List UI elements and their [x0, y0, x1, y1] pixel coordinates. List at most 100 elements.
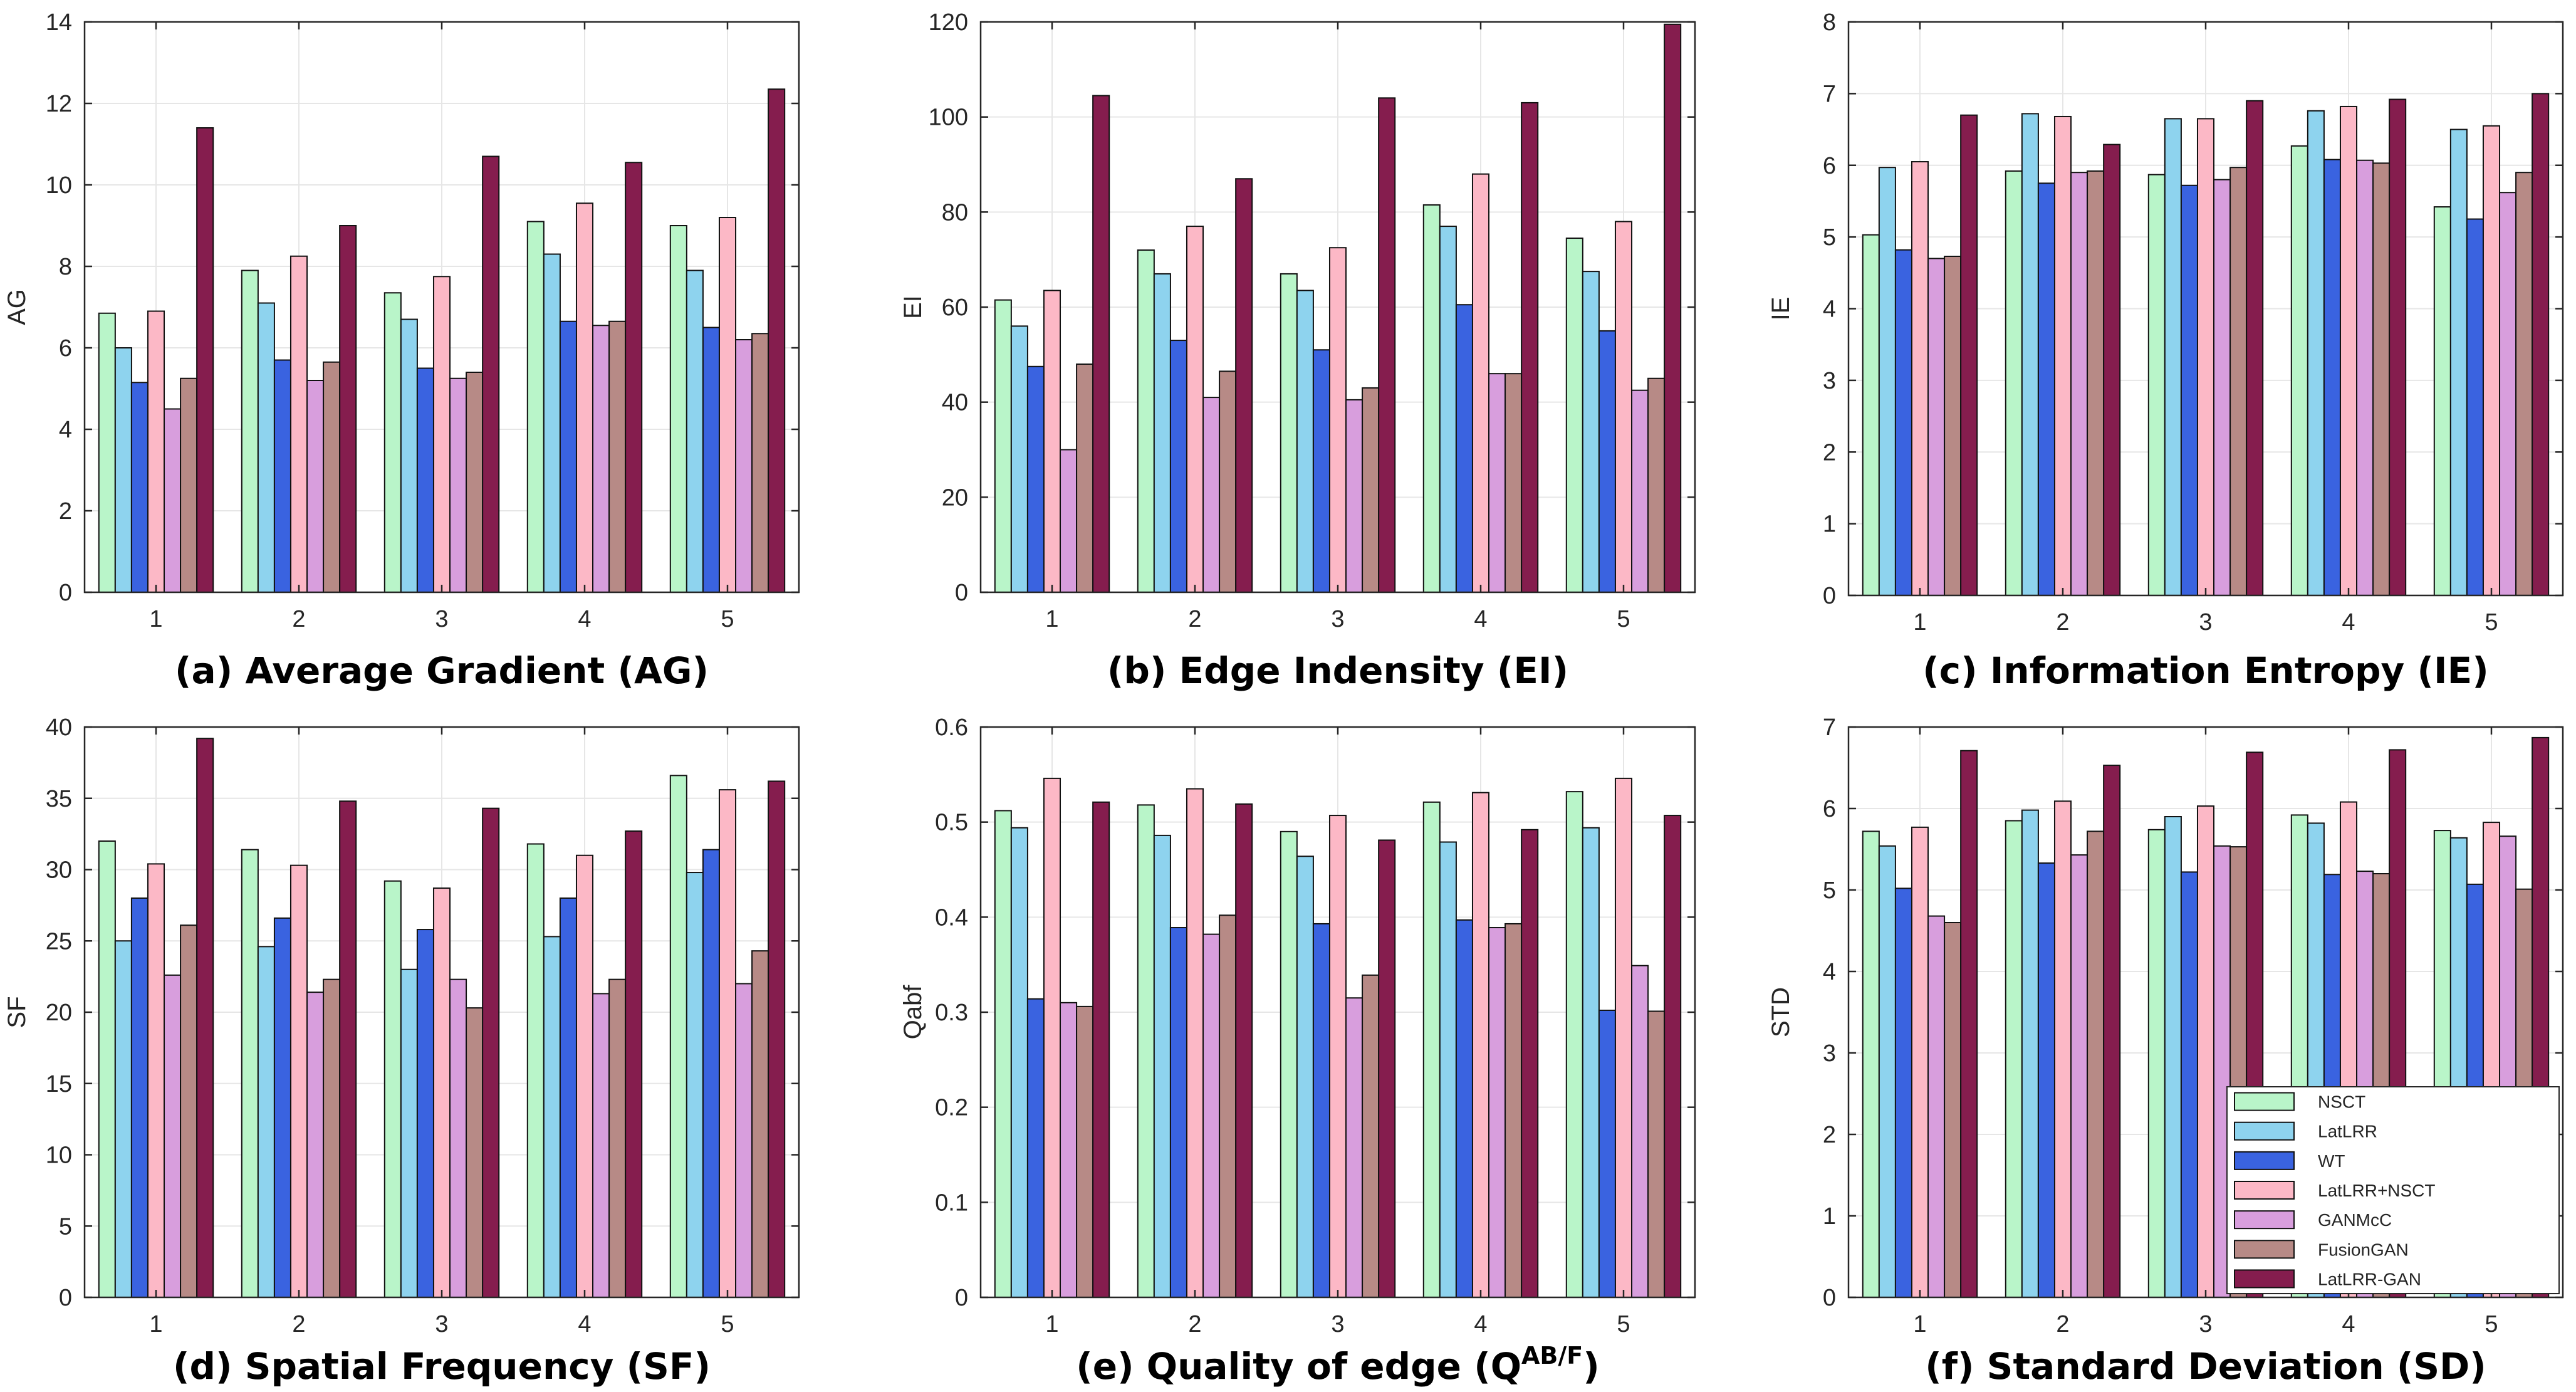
legend-label: NSCT — [2318, 1092, 2365, 1112]
bar — [1235, 803, 1253, 1298]
bar — [768, 780, 786, 1298]
bar — [1378, 839, 1396, 1298]
bar — [1296, 856, 1314, 1298]
bar — [2053, 115, 2072, 597]
bar — [449, 978, 467, 1299]
legend-swatch — [2234, 1240, 2295, 1259]
bar — [1911, 161, 1929, 596]
legend-label: LatLRR — [2318, 1122, 2377, 1141]
panel-caption: (b) Edge Indensity (EI) — [1107, 649, 1568, 692]
bar — [1631, 965, 1649, 1299]
bar — [686, 270, 704, 593]
y-tick-label: 3 — [1823, 1040, 1836, 1067]
bar — [416, 929, 434, 1299]
bar — [1092, 95, 1110, 594]
bar — [1137, 804, 1155, 1298]
bar — [2196, 118, 2215, 597]
x-tick-label: 3 — [1331, 606, 1344, 632]
y-tick-label: 2 — [59, 498, 72, 525]
bar — [1927, 915, 1946, 1298]
x-tick-label: 5 — [1617, 1311, 1630, 1337]
bar — [2196, 805, 2215, 1298]
x-ticks: 1 2 3 4 5 — [1045, 22, 1630, 632]
bar — [1911, 826, 1929, 1298]
bar — [559, 320, 577, 593]
x-tick-label: 3 — [2199, 1311, 2212, 1337]
y-tick-label: 80 — [942, 199, 968, 226]
y-axis-label: SF — [3, 996, 31, 1028]
x-tick-label: 2 — [2056, 609, 2069, 636]
bar — [180, 377, 198, 593]
y-tick-label: 0.1 — [935, 1190, 968, 1216]
bar — [241, 849, 259, 1298]
x-tick-label: 1 — [1045, 1311, 1058, 1337]
bar — [1235, 178, 1253, 593]
bar — [306, 380, 325, 593]
bar — [768, 88, 786, 593]
bar — [2070, 854, 2088, 1298]
bar — [735, 983, 753, 1298]
bar — [1582, 827, 1600, 1298]
bar — [1471, 792, 1490, 1298]
bar — [1137, 249, 1155, 593]
bar — [1582, 271, 1600, 594]
bar — [164, 408, 182, 593]
y-tick-label: 120 — [929, 9, 968, 36]
y-tick-label: 12 — [46, 91, 72, 117]
bar — [543, 253, 561, 593]
y-tick-label: 0.4 — [935, 904, 968, 931]
bar — [1043, 290, 1061, 593]
bar — [2164, 816, 2182, 1298]
y-axis-label: AG — [3, 289, 31, 325]
bar — [702, 849, 720, 1298]
bar — [1521, 102, 1539, 594]
legend-label: FusionGAN — [2318, 1240, 2409, 1259]
bar — [608, 320, 627, 593]
bar — [2053, 800, 2072, 1299]
y-tick-label: 35 — [46, 786, 72, 812]
bar — [1894, 249, 1912, 596]
bar — [1328, 247, 1347, 593]
bar — [1439, 841, 1457, 1298]
bar — [339, 225, 357, 593]
bar — [1010, 827, 1028, 1298]
bar — [2482, 125, 2501, 596]
bar — [2021, 113, 2039, 596]
bar — [2466, 218, 2484, 596]
y-tick-label: 0 — [1823, 583, 1836, 609]
bar — [2103, 144, 2121, 596]
y-tick-label: 7 — [1823, 81, 1836, 107]
bar — [2164, 118, 2182, 597]
bar — [2180, 184, 2198, 596]
y-tick-label: 0.6 — [935, 714, 968, 741]
bar — [2147, 829, 2166, 1299]
bar — [449, 377, 467, 593]
bar — [2499, 192, 2517, 596]
legend-label: LatLRR+NSCT — [2318, 1181, 2436, 1200]
legend-swatch — [2234, 1269, 2295, 1289]
y-ticks: 0 1 2 3 4 5 6 7 — [1823, 714, 2563, 1311]
bar — [432, 887, 451, 1298]
y-axis-label: EI — [899, 295, 927, 319]
bar — [1960, 114, 1978, 596]
bar — [1169, 340, 1187, 594]
bar — [1647, 1010, 1666, 1298]
y-tick-label: 4 — [1823, 959, 1836, 985]
bar — [1504, 923, 1523, 1298]
bar — [1345, 399, 1364, 594]
bar — [2005, 820, 2023, 1298]
x-tick-label: 4 — [578, 606, 591, 632]
bar — [2229, 167, 2248, 596]
bar — [608, 978, 627, 1299]
bar — [2323, 159, 2341, 597]
bar — [686, 872, 704, 1299]
y-tick-label: 40 — [46, 714, 72, 741]
bar — [1092, 801, 1110, 1298]
bar — [1521, 829, 1539, 1299]
bar — [482, 807, 500, 1299]
y-tick-label: 5 — [1823, 224, 1836, 251]
bar — [257, 946, 275, 1298]
bar — [306, 992, 325, 1299]
y-tick-label: 0.3 — [935, 1000, 968, 1026]
legend-label: WT — [2318, 1151, 2345, 1171]
